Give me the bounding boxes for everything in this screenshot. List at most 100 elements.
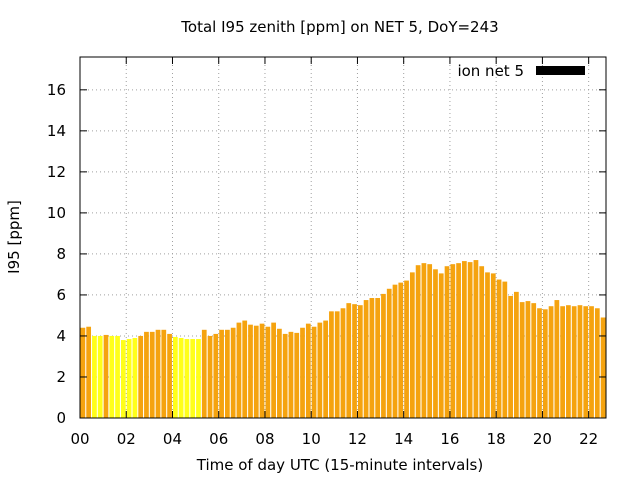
- bar: [600, 317, 606, 418]
- bar: [531, 303, 537, 418]
- bar: [271, 322, 276, 418]
- bar: [265, 326, 271, 418]
- y-axis-label: I95 [ppm]: [5, 200, 23, 274]
- bar: [369, 298, 375, 418]
- bar: [444, 266, 450, 418]
- x-tick-label: 16: [440, 430, 459, 448]
- bar: [120, 340, 126, 418]
- x-tick-label: 20: [533, 430, 552, 448]
- bar: [230, 327, 236, 418]
- x-tick-label: 00: [70, 430, 89, 448]
- bar: [456, 263, 461, 418]
- bar: [583, 306, 589, 418]
- bar: [196, 339, 201, 418]
- y-tick-label: 6: [56, 286, 66, 304]
- legend: ion net 5: [457, 62, 585, 80]
- bar: [450, 264, 456, 418]
- bar: [86, 326, 92, 418]
- bar: [496, 279, 502, 418]
- bar: [548, 306, 554, 418]
- x-tick-label: 08: [255, 430, 274, 448]
- bar: [577, 305, 583, 418]
- x-tick-label: 06: [209, 430, 228, 448]
- bar: [92, 335, 97, 418]
- bar: [144, 331, 149, 418]
- bar: [132, 338, 138, 418]
- x-tick-label: 22: [579, 430, 598, 448]
- bar: [589, 306, 594, 418]
- y-tick-label: 14: [47, 122, 66, 140]
- bar: [80, 327, 86, 418]
- bar: [103, 334, 109, 418]
- bar: [201, 329, 207, 418]
- bar: [438, 273, 444, 418]
- bar: [225, 329, 230, 418]
- bar: [485, 272, 490, 418]
- bar: [340, 308, 346, 418]
- bar: [259, 323, 265, 418]
- x-tick-label: 02: [117, 430, 136, 448]
- bar: [236, 322, 242, 418]
- bar: [514, 291, 519, 418]
- bar: [305, 323, 311, 418]
- bar: [323, 320, 329, 418]
- bar: [346, 303, 352, 418]
- bar: [167, 333, 172, 418]
- bar: [248, 324, 253, 418]
- bar: [109, 335, 115, 418]
- bar: [207, 335, 213, 418]
- bar: [329, 311, 334, 418]
- legend-swatch: [536, 66, 585, 75]
- bar: [363, 300, 369, 418]
- bar: [115, 335, 120, 418]
- bar: [537, 308, 542, 418]
- bar: [184, 339, 190, 418]
- grid-lines: [80, 57, 606, 418]
- bar: [126, 339, 132, 418]
- y-tick-label: 12: [47, 163, 66, 181]
- bar: [161, 329, 167, 418]
- bar: [525, 301, 531, 418]
- bar: [594, 308, 600, 418]
- x-tick-label: 18: [487, 430, 506, 448]
- bar: [357, 305, 363, 418]
- bar: [282, 333, 288, 418]
- y-tick-label: 0: [56, 409, 66, 427]
- x-tick-label: 04: [163, 430, 182, 448]
- bar: [519, 302, 525, 418]
- bar: [560, 306, 565, 418]
- x-axis-label: Time of day UTC (15-minute intervals): [196, 456, 483, 474]
- bar: [300, 327, 305, 418]
- bar: [277, 328, 282, 418]
- bar: [392, 284, 398, 418]
- bar: [415, 265, 421, 418]
- bar: [508, 295, 513, 418]
- bar: [219, 329, 224, 418]
- bar: [172, 336, 178, 418]
- bar: [311, 326, 317, 418]
- bar: [566, 305, 571, 418]
- bar: [149, 331, 155, 418]
- bar: [502, 281, 508, 418]
- bar: [334, 311, 340, 418]
- bar: [479, 266, 485, 418]
- bars: [80, 260, 606, 418]
- bar: [288, 331, 294, 418]
- bar: [190, 339, 196, 418]
- bar: [571, 306, 577, 418]
- bar: [178, 338, 184, 418]
- bar: [542, 309, 548, 418]
- bar: [490, 273, 496, 418]
- legend-label-ion-net-5: ion net 5: [457, 62, 524, 80]
- bar: [317, 322, 323, 418]
- y-tick-label: 8: [56, 245, 66, 263]
- bar: [404, 280, 409, 418]
- bar: [242, 320, 248, 418]
- bar: [467, 262, 473, 418]
- bar: [386, 288, 392, 418]
- plot-frame: [79, 56, 607, 419]
- bar: [213, 333, 219, 418]
- bar: [352, 304, 357, 418]
- bar: [554, 300, 560, 418]
